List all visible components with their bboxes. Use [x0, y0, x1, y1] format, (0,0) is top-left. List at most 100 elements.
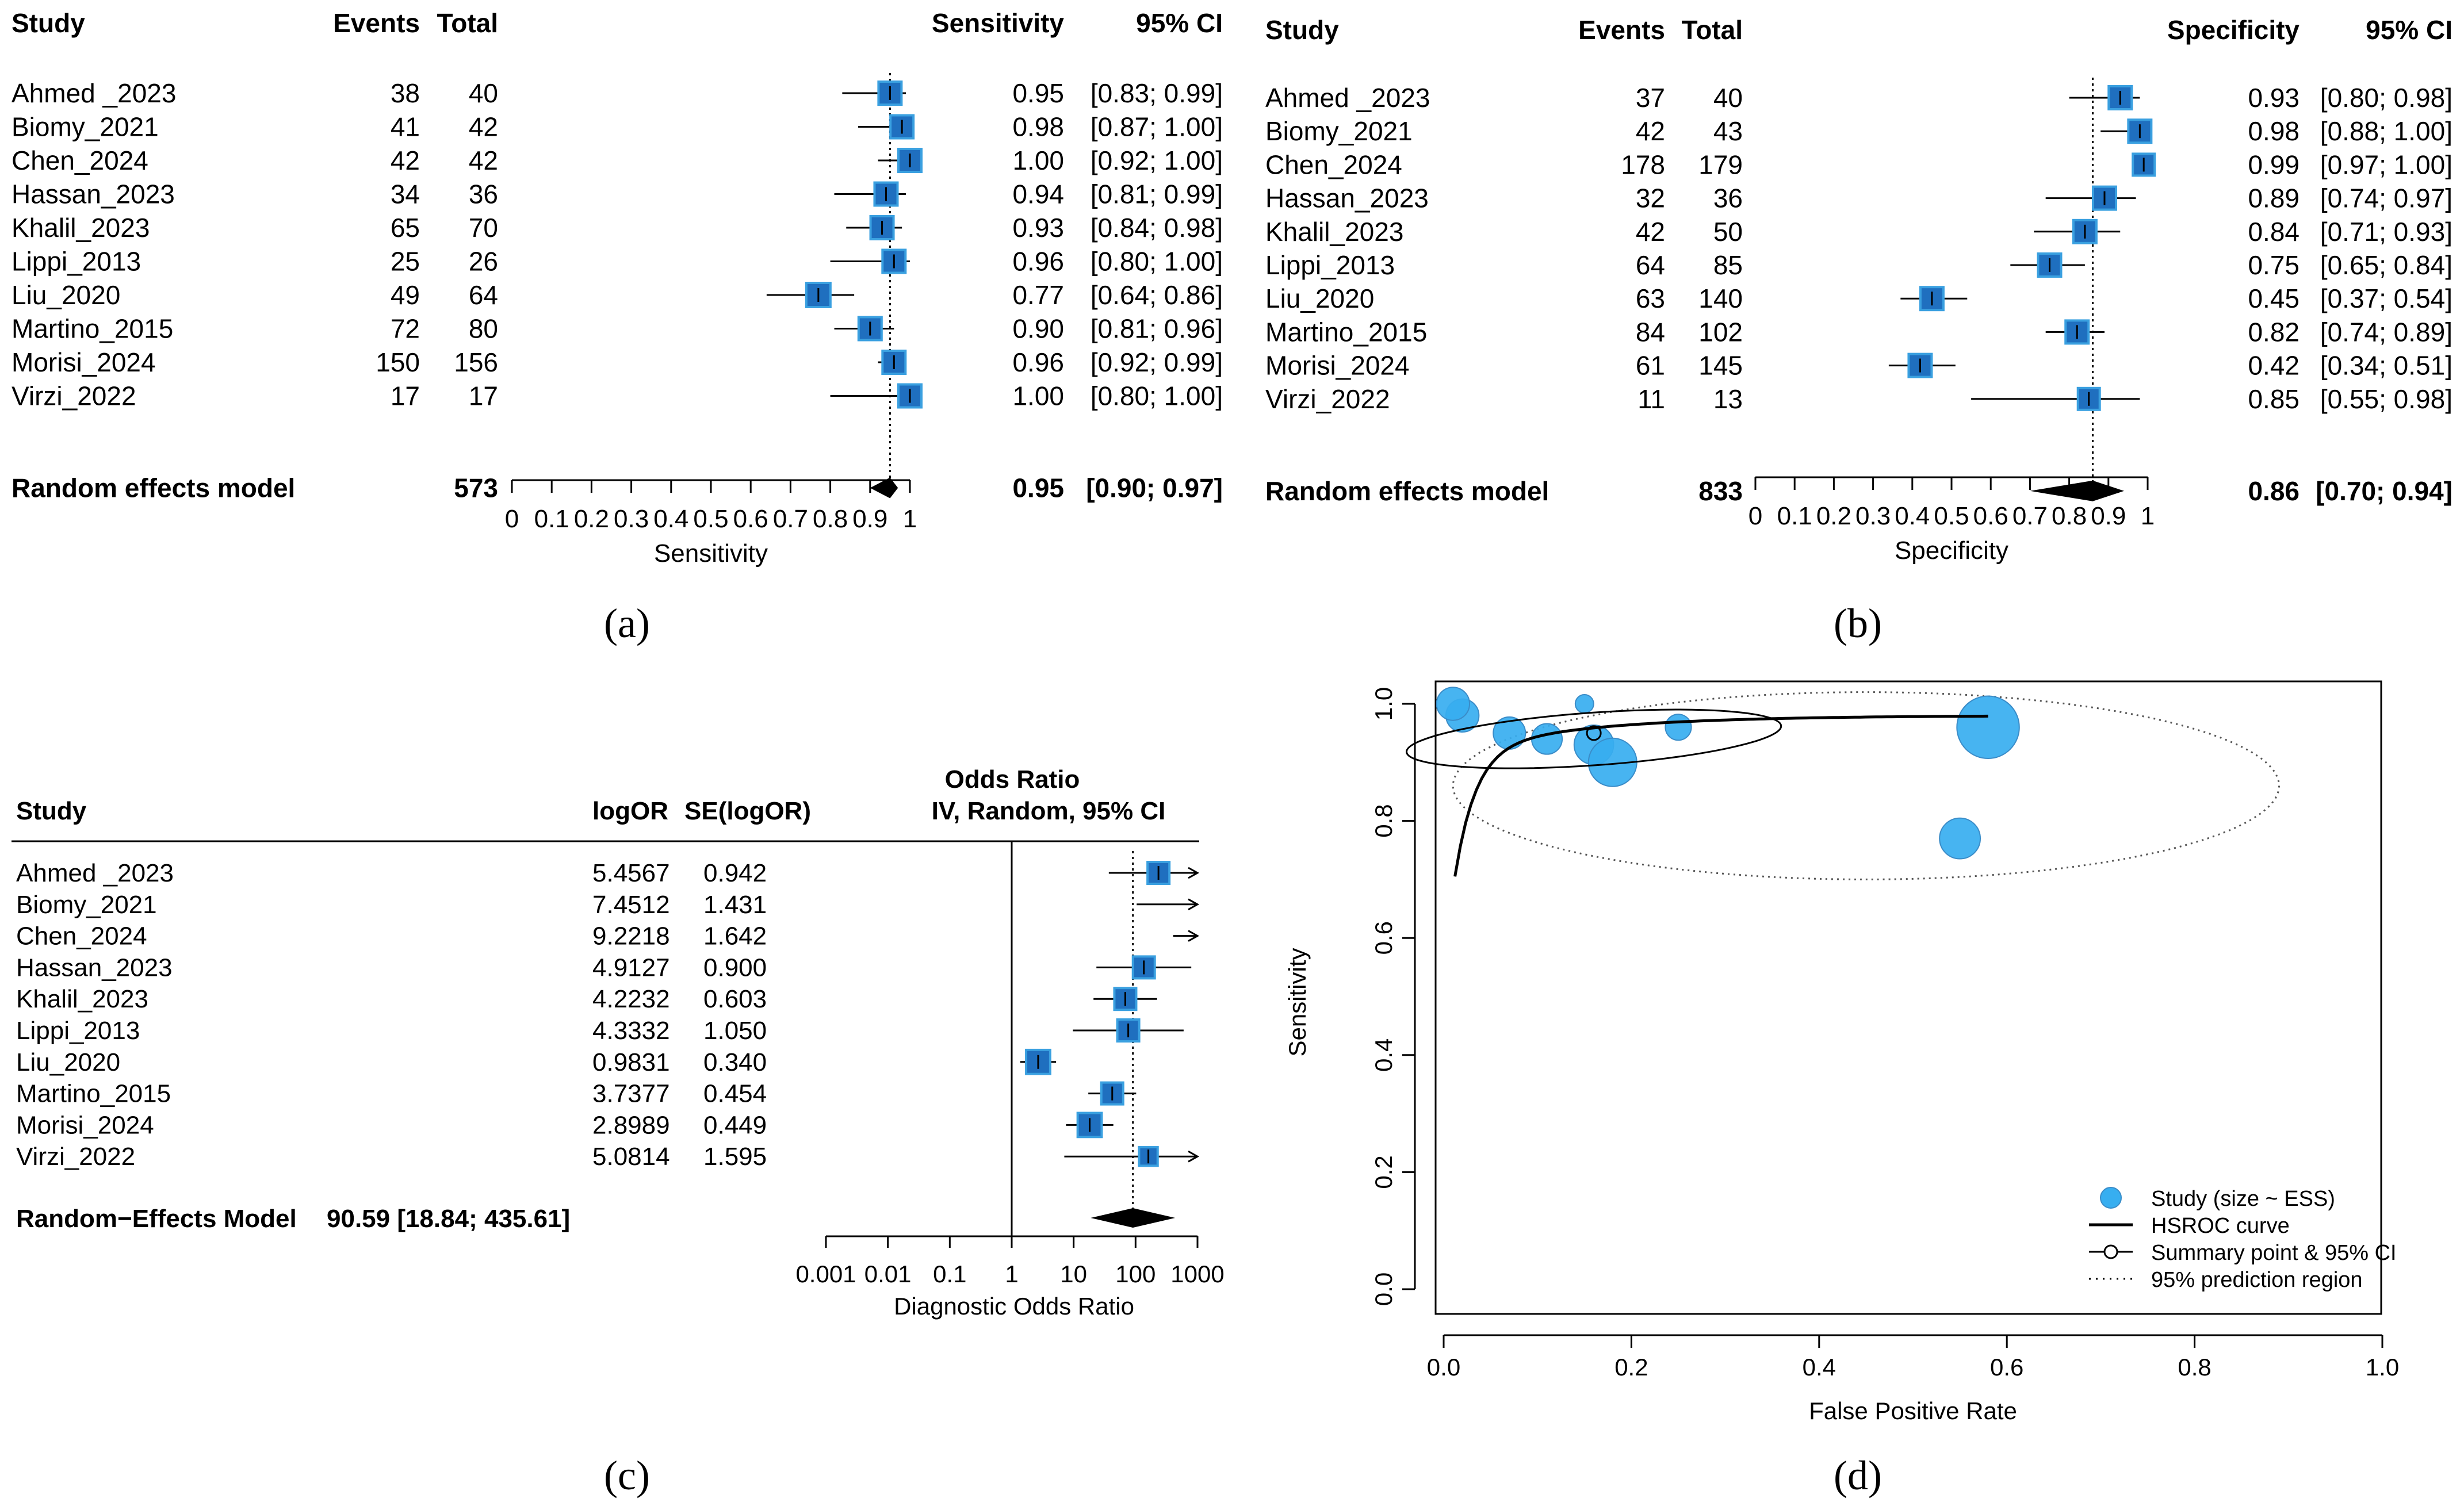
study-name: Khalil_2023	[16, 985, 148, 1013]
estimate-value: 0.99	[2248, 150, 2300, 179]
x-tick-label: 0.5	[1934, 502, 1969, 530]
study-box	[2132, 152, 2156, 177]
study-box	[805, 282, 832, 308]
summary-point	[1586, 725, 1602, 741]
forest-plot-specificity: Study Events Total Specificity 95% CI Ahmed _…	[1265, 15, 2452, 565]
logor-value: 5.4567	[592, 859, 670, 887]
study-name: Hassan_2023	[16, 953, 173, 982]
estimate-value: 0.89	[2248, 183, 2300, 213]
estimate-value: 0.77	[1012, 280, 1064, 310]
summary-diamond	[1091, 1208, 1176, 1228]
hsroc-plot: 0.0 0.2 0.4 0.6 0.8 1.0 False Positive Rate 0.0…	[1284, 680, 2399, 1424]
estimate-value: 0.98	[1012, 112, 1064, 142]
estimate-value: 0.98	[2248, 116, 2300, 146]
total-value: 64	[469, 280, 498, 310]
logor-value: 3.7377	[592, 1080, 670, 1108]
logor-value: 4.9127	[592, 953, 670, 982]
x-tick-label: 0.7	[773, 505, 808, 533]
x-tick-label: 0.4	[1803, 1354, 1836, 1381]
logor-value: 2.8989	[592, 1111, 670, 1139]
x-tick-label: 0.4	[653, 505, 688, 533]
se-value: 1.642	[703, 922, 767, 951]
ci-value: [0.64; 0.86]	[1091, 280, 1223, 310]
panel-label-b: (b)	[1834, 600, 1882, 646]
study-name: Martino_2015	[1265, 317, 1427, 347]
summary-estimate: 0.95	[1012, 473, 1064, 503]
events-value: 49	[391, 280, 420, 310]
total-value: 156	[454, 347, 498, 377]
events-value: 32	[1636, 183, 1665, 213]
total-value: 145	[1698, 351, 1743, 381]
header-estimate: Odds Ratio	[945, 765, 1080, 794]
total-value: 80	[469, 314, 498, 344]
x-tick-label: 100	[1115, 1260, 1156, 1287]
y-tick-label: 1.0	[1370, 687, 1397, 720]
total-value: 85	[1713, 250, 1743, 280]
se-value: 0.900	[703, 953, 767, 982]
ci-value: [0.81; 0.96]	[1091, 314, 1223, 344]
y-axis-label: Sensitivity	[1284, 948, 1311, 1056]
total-value: 140	[1698, 283, 1743, 313]
estimate-value: 0.95	[1012, 78, 1064, 108]
y-tick-label: 0.6	[1370, 921, 1397, 955]
study-bubble	[1665, 714, 1692, 741]
x-tick-label: 1	[2141, 502, 2155, 530]
summary-label: Random effects model	[1265, 476, 1549, 506]
x-tick-label: 0.01	[864, 1260, 912, 1287]
panel-label-a: (a)	[604, 600, 650, 646]
x-tick-label: 0.5	[693, 505, 728, 533]
study-name: Khalil_2023	[12, 213, 150, 243]
study-name: Martino_2015	[16, 1080, 171, 1108]
study-bubble	[1436, 687, 1471, 721]
study-name: Khalil_2023	[1265, 217, 1403, 247]
y-tick-label: 0.4	[1370, 1038, 1397, 1072]
ci-value: [0.80; 1.00]	[1091, 247, 1223, 277]
x-tick-label: 1	[903, 505, 917, 533]
study-name: Virzi_2022	[16, 1143, 135, 1171]
total-value: 70	[469, 213, 498, 243]
ci-value: [0.84; 0.98]	[1091, 213, 1223, 243]
events-value: 72	[391, 314, 420, 344]
ci-value: [0.83; 0.99]	[1091, 78, 1223, 108]
x-tick-label: 0	[1748, 502, 1762, 530]
events-value: 17	[391, 381, 420, 411]
header-total: Total	[1682, 15, 1743, 45]
prediction-region	[1452, 691, 2280, 880]
confidence-region	[1405, 708, 1782, 769]
header-ci: 95% CI	[1136, 8, 1223, 38]
logor-value: 4.2232	[592, 985, 670, 1013]
estimate-value: 0.82	[2248, 317, 2300, 347]
study-name: Liu_2020	[16, 1048, 120, 1076]
summary-label: Random effects model	[12, 473, 295, 503]
study-box	[1076, 1112, 1103, 1139]
header-total: Total	[437, 8, 498, 38]
header-se: SE(logOR)	[684, 797, 811, 825]
total-value: 36	[1713, 183, 1743, 213]
events-value: 61	[1636, 351, 1665, 381]
estimate-value: 0.96	[1012, 247, 1064, 277]
total-value: 13	[1713, 384, 1743, 414]
se-value: 0.603	[703, 985, 767, 1013]
ci-arrow	[1188, 867, 1200, 879]
legend-label: Summary point & 95% CI	[2151, 1241, 2397, 1265]
study-name: Lippi_2013	[1265, 250, 1395, 280]
x-tick-label: 0.2	[574, 505, 609, 533]
total-value: 50	[1713, 217, 1743, 247]
x-axis-label: Specificity	[1895, 536, 2008, 565]
study-name: Biomy_2021	[12, 112, 159, 142]
study-bubble	[1939, 817, 1981, 860]
forest-plot-odds-ratio: Study logOR SE(logOR) Odds Ratio IV, Random,…	[12, 765, 1225, 1320]
se-value: 1.431	[703, 891, 767, 919]
events-value: 25	[391, 247, 420, 277]
events-value: 37	[1636, 83, 1665, 113]
study-name: Chen_2024	[16, 922, 147, 951]
estimate-value: 0.84	[2248, 217, 2300, 247]
study-box	[873, 181, 899, 207]
header-logor: logOR	[592, 797, 668, 825]
total-value: 17	[469, 381, 498, 411]
estimate-value: 0.93	[1012, 213, 1064, 243]
x-tick-label: 0.8	[813, 505, 848, 533]
x-tick-label: 1	[1005, 1260, 1018, 1287]
header-events: Events	[333, 8, 420, 38]
estimate-value: 0.45	[2248, 283, 2300, 313]
